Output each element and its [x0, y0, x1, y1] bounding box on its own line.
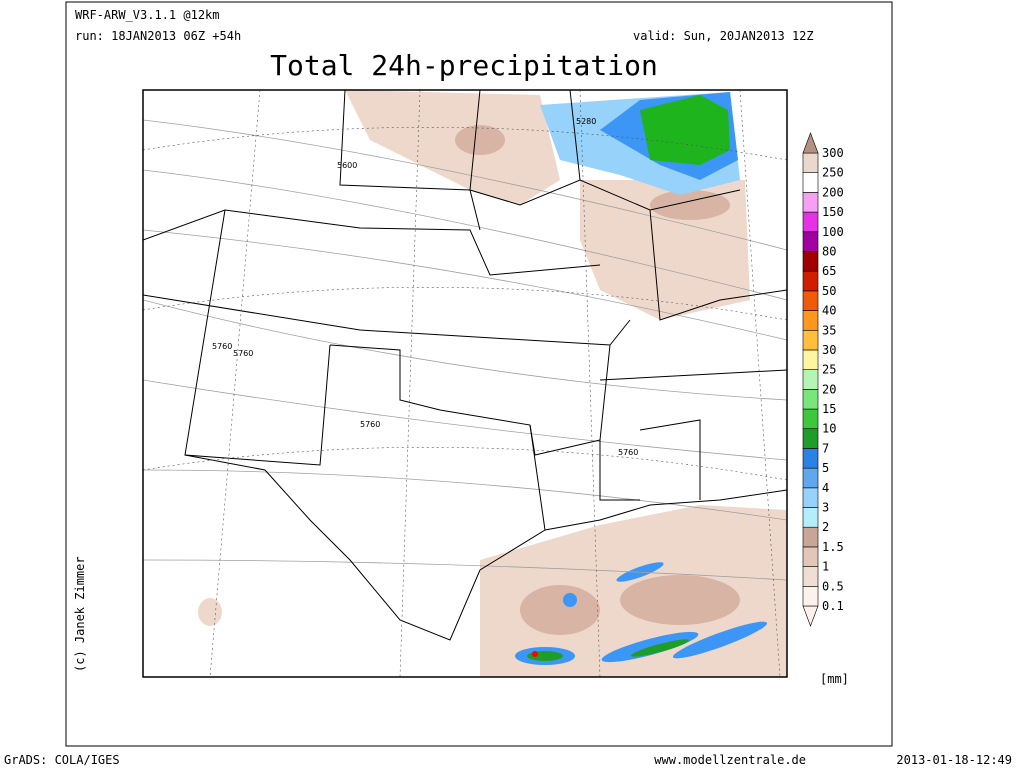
colorbar-swatch	[802, 389, 819, 410]
height-contours	[143, 119, 787, 581]
contour-label: 5760	[233, 349, 253, 358]
colorbar-label: 300	[822, 146, 844, 160]
colorbar-label: 1.5	[822, 540, 844, 554]
colorbar-label: 3	[822, 501, 829, 515]
colorbar-swatch	[802, 428, 819, 449]
colorbar-unit: [mm]	[820, 672, 849, 686]
colorbar-swatch	[802, 270, 819, 292]
frame	[65, 1, 893, 747]
colorbar-swatch	[802, 566, 819, 587]
precip-peak	[532, 651, 538, 657]
colorbar-swatch	[802, 172, 819, 193]
colorbar-triangle	[802, 132, 819, 154]
contour-label: 5600	[337, 161, 357, 170]
colorbar-label: 15	[822, 402, 836, 416]
colorbar-label: 5	[822, 461, 829, 475]
run-label: run: 18JAN2013 06Z +54h	[75, 29, 241, 43]
contour-label: 5760	[360, 420, 380, 429]
colorbar-swatch	[802, 546, 819, 567]
colorbar-label: 80	[822, 244, 836, 258]
colorbar-swatch	[802, 487, 819, 508]
state-borders	[143, 90, 787, 641]
colorbar-label: 65	[822, 264, 836, 278]
colorbar-label: 200	[822, 185, 844, 199]
title: Total 24h-precipitation	[270, 49, 658, 82]
colorbar-label: 35	[822, 323, 836, 337]
colorbar-swatch	[802, 408, 819, 430]
colorbar-swatch	[802, 231, 819, 252]
colorbar-label: 0.1	[822, 599, 844, 613]
colorbar-swatch	[802, 448, 819, 469]
map-frame	[142, 89, 788, 678]
footer-right: 2013-01-18-12:49	[896, 753, 1012, 767]
colorbar: 0.1 0.5 1 1.5 2 3 4 5 7 10 15 20 25 30 35 40 50 65 80 100 15…	[802, 132, 844, 627]
valid-label: valid: Sun, 20JAN2013 12Z	[633, 29, 814, 43]
colorbar-swatch	[802, 467, 819, 489]
model-label: WRF-ARW_V3.1.1 @12km	[75, 8, 220, 22]
colorbar-label: 7	[822, 441, 829, 455]
colorbar-label: 20	[822, 382, 836, 396]
colorbar-triangle	[802, 605, 819, 627]
colorbar-label: 1	[822, 560, 829, 574]
colorbar-swatch	[802, 369, 819, 390]
colorbar-swatch	[802, 507, 819, 528]
colorbar-swatch	[802, 152, 819, 173]
contour-label: 5760	[618, 448, 638, 457]
colorbar-swatch	[802, 349, 819, 370]
colorbar-swatch	[802, 526, 819, 548]
colorbar-label: 150	[822, 205, 844, 219]
colorbar-label: 40	[822, 304, 836, 318]
colorbar-label: 30	[822, 343, 836, 357]
contour-label: 5760	[212, 342, 232, 351]
colorbar-label: 50	[822, 284, 836, 298]
credit: (c) Janek Zimmer	[73, 556, 87, 672]
precip-brown	[455, 125, 740, 635]
colorbar-swatch	[802, 211, 819, 233]
colorbar-swatch	[802, 251, 819, 272]
colorbar-label: 4	[822, 481, 829, 495]
colorbar-label: 2	[822, 520, 829, 534]
map: 5280 5600 5760 5760 5760 5760	[142, 89, 788, 678]
colorbar-swatch	[802, 290, 819, 311]
footer-center: www.modellzentrale.de	[654, 753, 806, 767]
colorbar-label: 100	[822, 225, 844, 239]
colorbar-swatch	[802, 329, 819, 351]
contour-label: 5280	[576, 117, 596, 126]
colorbar-label: 10	[822, 422, 836, 436]
colorbar-swatch	[802, 586, 819, 607]
graticule	[143, 90, 787, 677]
colorbar-label: 25	[822, 363, 836, 377]
colorbar-swatch	[802, 310, 819, 331]
footer-left: GrADS: COLA/IGES	[4, 753, 120, 767]
colorbar-swatch	[802, 192, 819, 213]
colorbar-label: 250	[822, 166, 844, 180]
colorbar-label: 0.5	[822, 579, 844, 593]
